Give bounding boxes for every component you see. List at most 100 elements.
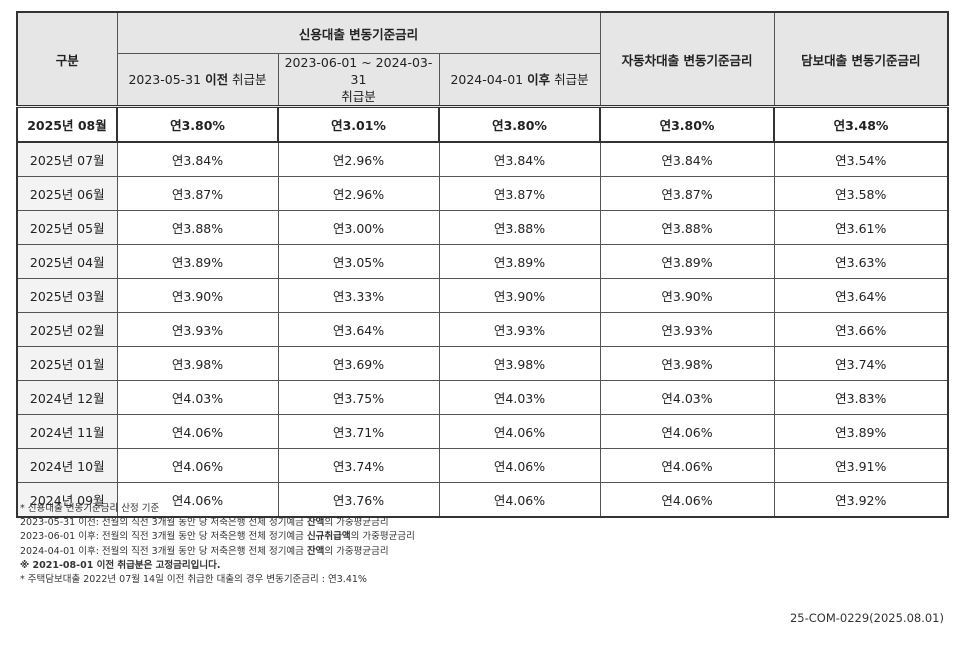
header-auto-rate: 자동차대출 변동기준금리 — [599, 11, 775, 107]
rate-cell-c3: 연3.80% — [437, 105, 602, 143]
month-cell: 2025년 02월 — [16, 312, 118, 347]
rate-cell-c3: 연3.87% — [438, 176, 601, 211]
rate-cell-c1: 연3.88% — [116, 210, 279, 245]
month-cell: 2025년 03월 — [16, 278, 118, 313]
rate-cell-c2: 연3.71% — [277, 414, 440, 449]
rate-cell-secured: 연3.61% — [773, 210, 949, 245]
table-row: 2025년 03월 연3.90% 연3.33% 연3.90% 연3.90% 연3.64% — [16, 278, 949, 313]
rate-cell-c2: 연3.01% — [277, 105, 440, 143]
header-credit-group: 신용대출 변동기준금리 — [116, 11, 601, 54]
rate-cell-c2: 연3.69% — [277, 346, 440, 381]
rate-cell-c2: 연3.64% — [277, 312, 440, 347]
rate-cell-c1: 연3.93% — [116, 312, 279, 347]
rate-cell-secured: 연3.92% — [773, 482, 949, 518]
rate-cell-secured: 연3.64% — [773, 278, 949, 313]
month-cell: 2024년 11월 — [16, 414, 118, 449]
note-basis: * 신용대출 변동기준금리 산정 기준 — [20, 503, 160, 514]
rate-cell-c3: 연3.88% — [438, 210, 601, 245]
rate-cell-c2: 연3.76% — [277, 482, 440, 518]
rate-cell-c2: 연2.96% — [277, 176, 440, 211]
rate-cell-c3: 연3.90% — [438, 278, 601, 313]
rate-cell-auto: 연3.84% — [599, 141, 775, 177]
rate-cell-secured: 연3.91% — [773, 448, 949, 483]
rate-table: 구분 신용대출 변동기준금리 자동차대출 변동기준금리 담보대출 변동기준금리 … — [16, 11, 950, 518]
footnotes: * 신용대출 변동기준금리 산정 기준 2023-05-31 이전: 전월의 직… — [20, 502, 415, 587]
rate-cell-secured: 연3.89% — [773, 414, 949, 449]
month-cell: 2024년 09월 — [16, 482, 118, 518]
rate-cell-c1: 연4.06% — [116, 482, 279, 518]
rate-cell-auto: 연3.93% — [599, 312, 775, 347]
rate-cell-auto: 연3.90% — [599, 278, 775, 313]
header-credit-before-2023: 2023-05-31 이전 취급분 — [116, 53, 279, 107]
table-row-current: 2025년 08월 연3.80% 연3.01% 연3.80% 연3.80% 연3.48% — [16, 105, 950, 143]
rate-cell-c2: 연3.33% — [277, 278, 440, 313]
rate-cell-auto: 연3.89% — [599, 244, 775, 279]
month-cell: 2024년 12월 — [16, 380, 118, 415]
table-row: 2024년 10월 연4.06% 연3.74% 연4.06% 연4.06% 연3.91% — [16, 448, 949, 483]
header-category: 구분 — [16, 11, 118, 107]
rate-cell-c3: 연3.93% — [438, 312, 601, 347]
rate-cell-secured: 연3.63% — [773, 244, 949, 279]
note-after-2024: 2024-04-01 이후: 전월의 직전 3개월 동안 당 저축은행 전체 정… — [20, 545, 389, 557]
table-row: 2025년 05월 연3.88% 연3.00% 연3.88% 연3.88% 연3.61% — [16, 210, 949, 245]
month-cell: 2024년 10월 — [16, 448, 118, 483]
month-cell: 2025년 01월 — [16, 346, 118, 381]
rate-cell-c1: 연4.06% — [116, 448, 279, 483]
rate-cell-c3: 연4.06% — [438, 414, 601, 449]
rate-cell-c1: 연4.03% — [116, 380, 279, 415]
rate-cell-c2: 연3.74% — [277, 448, 440, 483]
rate-cell-auto: 연4.06% — [599, 414, 775, 449]
month-cell: 2025년 07월 — [16, 141, 118, 177]
rate-cell-c2: 연2.96% — [277, 141, 440, 177]
rate-cell-c1: 연3.80% — [116, 105, 279, 143]
header-secured-rate: 담보대출 변동기준금리 — [773, 11, 949, 107]
note-fixed-rate: ※ 2021-08-01 이전 취급분은 고정금리입니다. — [20, 559, 221, 571]
rate-cell-auto: 연3.80% — [599, 105, 776, 143]
rate-cell-c1: 연4.06% — [116, 414, 279, 449]
rate-cell-auto: 연4.06% — [599, 448, 775, 483]
header-credit-2023-2024: 2023-06-01 ~ 2024-03-31 취급분 — [277, 53, 440, 107]
table-row: 2024년 09월 연4.06% 연3.76% 연4.06% 연4.06% 연3.92% — [16, 482, 949, 518]
rate-cell-c3: 연4.03% — [438, 380, 601, 415]
table-row: 2025년 01월 연3.98% 연3.69% 연3.98% 연3.98% 연3.74% — [16, 346, 949, 381]
rate-cell-auto: 연3.88% — [599, 210, 775, 245]
table-row: 2025년 04월 연3.89% 연3.05% 연3.89% 연3.89% 연3.63% — [16, 244, 949, 279]
note-mortgage: * 주택담보대출 2022년 07월 14일 이전 취급한 대출의 경우 변동기… — [20, 574, 367, 586]
month-cell: 2025년 05월 — [16, 210, 118, 245]
rate-cell-c3: 연4.06% — [438, 448, 601, 483]
rate-cell-c1: 연3.89% — [116, 244, 279, 279]
table-row: 2024년 11월 연4.06% 연3.71% 연4.06% 연4.06% 연3.89% — [16, 414, 949, 449]
header-credit-after-2024: 2024-04-01 이후 취급분 — [438, 53, 601, 107]
rate-cell-secured: 연3.74% — [773, 346, 949, 381]
table-row: 2025년 02월 연3.93% 연3.64% 연3.93% 연3.93% 연3.66% — [16, 312, 949, 347]
rate-cell-secured: 연3.83% — [773, 380, 949, 415]
table-row: 2025년 07월 연3.84% 연2.96% 연3.84% 연3.84% 연3.54% — [16, 141, 949, 177]
rate-cell-auto: 연3.98% — [599, 346, 775, 381]
rate-cell-c3: 연3.89% — [438, 244, 601, 279]
rate-cell-c3: 연3.84% — [438, 141, 601, 177]
rate-cell-c2: 연3.05% — [277, 244, 440, 279]
rate-cell-c2: 연3.75% — [277, 380, 440, 415]
document-code: 25-COM-0229(2025.08.01) — [789, 611, 944, 625]
table-row: 2025년 06월 연3.87% 연2.96% 연3.87% 연3.87% 연3.58% — [16, 176, 949, 211]
rate-cell-c1: 연3.84% — [116, 141, 279, 177]
month-cell: 2025년 08월 — [16, 105, 118, 143]
rate-cell-secured: 연3.54% — [773, 141, 949, 177]
rate-cell-c3: 연3.98% — [438, 346, 601, 381]
note-before-2023: 2023-05-31 이전: 전월의 직전 3개월 동안 당 저축은행 전체 정… — [20, 517, 389, 529]
rate-cell-c1: 연3.98% — [116, 346, 279, 381]
rate-cell-c1: 연3.90% — [116, 278, 279, 313]
rate-cell-secured: 연3.58% — [773, 176, 949, 211]
rate-cell-auto: 연4.06% — [599, 482, 775, 518]
rate-cell-c3: 연4.06% — [438, 482, 601, 518]
rate-cell-auto: 연4.03% — [599, 380, 775, 415]
rate-cell-secured: 연3.48% — [773, 105, 950, 143]
month-cell: 2025년 04월 — [16, 244, 118, 279]
note-after-2023: 2023-06-01 이후: 전월의 직전 3개월 동안 당 저축은행 전체 정… — [20, 531, 415, 543]
month-cell: 2025년 06월 — [16, 176, 118, 211]
rate-cell-secured: 연3.66% — [773, 312, 949, 347]
rate-cell-auto: 연3.87% — [599, 176, 775, 211]
table-row: 2024년 12월 연4.03% 연3.75% 연4.03% 연4.03% 연3.83% — [16, 380, 949, 415]
rate-cell-c2: 연3.00% — [277, 210, 440, 245]
rate-cell-c1: 연3.87% — [116, 176, 279, 211]
